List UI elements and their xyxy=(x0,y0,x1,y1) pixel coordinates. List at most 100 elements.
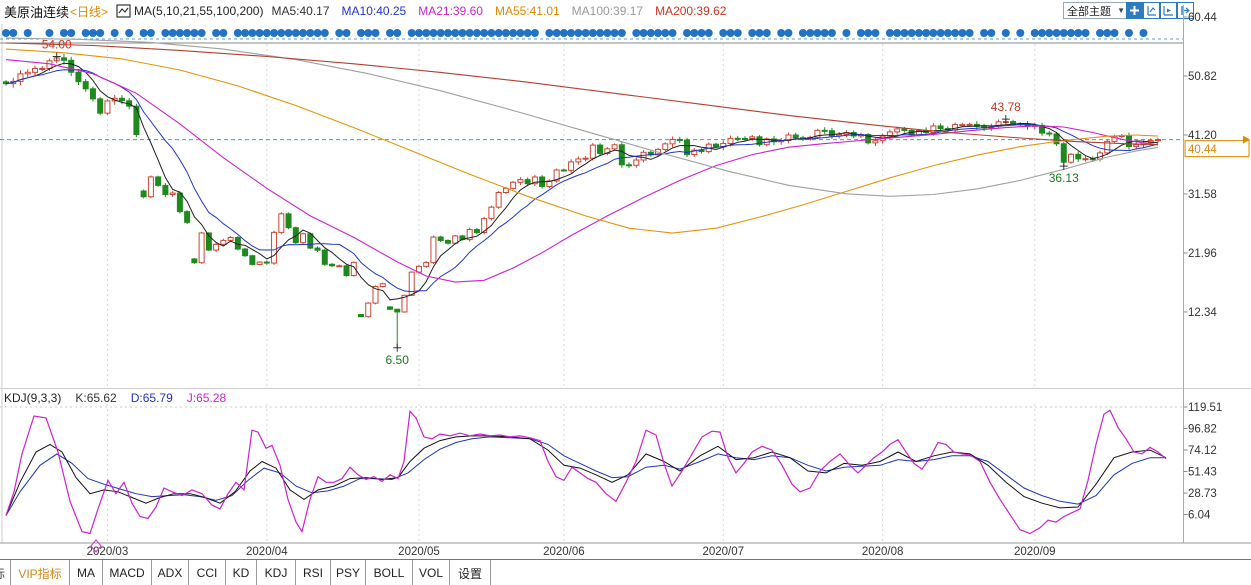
event-dot[interactable] xyxy=(494,29,503,37)
price-chart-canvas[interactable]: 54.00 6.50 43.78 36.13 60.44 50.82 41.20 31.58 2… xyxy=(0,0,1251,559)
event-dot[interactable] xyxy=(798,29,807,37)
event-dot[interactable] xyxy=(1045,29,1054,37)
event-dot[interactable] xyxy=(175,29,184,37)
event-dot[interactable] xyxy=(907,29,916,37)
event-dot[interactable] xyxy=(900,29,909,37)
event-dot[interactable] xyxy=(893,29,902,37)
event-dot[interactable] xyxy=(936,29,945,37)
event-dot[interactable] xyxy=(603,29,612,37)
tab-MACD[interactable]: MACD xyxy=(103,560,152,585)
tab-标[interactable]: 标 xyxy=(0,560,11,585)
event-dot[interactable] xyxy=(509,29,518,37)
event-dot[interactable] xyxy=(1052,29,1061,37)
event-dot[interactable] xyxy=(733,29,742,37)
event-dot[interactable] xyxy=(262,29,271,37)
tab-KDJ[interactable]: KDJ xyxy=(257,560,296,585)
tab-设置[interactable]: 设置 xyxy=(450,560,491,585)
tab-PSY[interactable]: PSY xyxy=(331,560,366,585)
event-dot[interactable] xyxy=(610,29,619,37)
event-dot[interactable] xyxy=(465,29,474,37)
tab-ADX[interactable]: ADX xyxy=(152,560,189,585)
event-dot[interactable] xyxy=(719,29,728,37)
event-dot[interactable] xyxy=(472,29,481,37)
event-dot[interactable] xyxy=(291,29,300,37)
event-dot[interactable] xyxy=(726,29,735,37)
event-dot[interactable] xyxy=(922,29,931,37)
event-dot[interactable] xyxy=(885,29,894,37)
event-dot[interactable] xyxy=(161,29,170,37)
event-dot[interactable] xyxy=(59,29,68,37)
event-dot[interactable] xyxy=(523,29,532,37)
event-dot[interactable] xyxy=(1095,29,1104,37)
event-dot[interactable] xyxy=(414,29,423,37)
event-dot[interactable] xyxy=(617,29,626,37)
event-dot[interactable] xyxy=(2,29,10,37)
event-dot[interactable] xyxy=(23,29,32,37)
event-dot[interactable] xyxy=(248,29,257,37)
event-dot[interactable] xyxy=(690,29,699,37)
event-dot[interactable] xyxy=(385,29,394,37)
event-dot[interactable] xyxy=(755,29,764,37)
event-dot[interactable] xyxy=(813,29,822,37)
event-dot[interactable] xyxy=(559,29,568,37)
event-dot[interactable] xyxy=(827,29,836,37)
event-dot[interactable] xyxy=(516,29,525,37)
event-dot[interactable] xyxy=(110,29,119,37)
event-dot[interactable] xyxy=(1067,29,1076,37)
event-dot[interactable] xyxy=(422,29,431,37)
event-dot[interactable] xyxy=(914,29,923,37)
event-dot[interactable] xyxy=(501,29,510,37)
event-dot[interactable] xyxy=(987,29,996,37)
event-dot[interactable] xyxy=(487,29,496,37)
event-dot[interactable] xyxy=(436,29,445,37)
event-dot[interactable] xyxy=(9,29,18,37)
event-dot[interactable] xyxy=(146,29,155,37)
event-dot[interactable] xyxy=(139,29,148,37)
event-dot[interactable] xyxy=(856,29,865,37)
event-dot[interactable] xyxy=(407,29,416,37)
event-dot[interactable] xyxy=(552,29,561,37)
tab-MA[interactable]: MA xyxy=(70,560,103,585)
event-dot[interactable] xyxy=(965,29,974,37)
crosshair-icon[interactable] xyxy=(1126,2,1143,19)
event-dot[interactable] xyxy=(871,29,880,37)
event-dot[interactable] xyxy=(190,29,199,37)
event-dot[interactable] xyxy=(530,29,539,37)
event-dot[interactable] xyxy=(864,29,873,37)
event-dot[interactable] xyxy=(820,29,829,37)
event-dot[interactable] xyxy=(451,29,460,37)
event-dot[interactable] xyxy=(1016,29,1025,37)
event-dot[interactable] xyxy=(980,29,989,37)
event-dot[interactable] xyxy=(683,29,692,37)
x-scale-icon[interactable] xyxy=(1160,2,1177,19)
event-dot[interactable] xyxy=(320,29,329,37)
event-dot[interactable] xyxy=(1139,29,1148,37)
event-dot[interactable] xyxy=(197,29,206,37)
event-dot[interactable] xyxy=(67,29,76,37)
tab-BOLL[interactable]: BOLL xyxy=(366,560,413,585)
y-scale-icon[interactable] xyxy=(1143,2,1160,19)
event-dot[interactable] xyxy=(480,29,489,37)
event-dot[interactable] xyxy=(183,29,192,37)
event-dot[interactable] xyxy=(364,29,373,37)
event-dot[interactable] xyxy=(429,29,438,37)
event-dot[interactable] xyxy=(1110,29,1119,37)
event-dot[interactable] xyxy=(1038,29,1047,37)
event-dot[interactable] xyxy=(168,29,177,37)
event-dot[interactable] xyxy=(233,29,242,37)
tab-VOL[interactable]: VOL xyxy=(413,560,450,585)
event-dot[interactable] xyxy=(545,29,554,37)
pan-right-icon[interactable] xyxy=(1177,2,1194,19)
event-dot[interactable] xyxy=(277,29,286,37)
event-dots-row[interactable] xyxy=(2,29,1148,37)
event-dot[interactable] xyxy=(219,29,228,37)
event-dot[interactable] xyxy=(632,29,641,37)
event-dot[interactable] xyxy=(588,29,597,37)
event-dot[interactable] xyxy=(458,29,467,37)
event-dot[interactable] xyxy=(567,29,576,37)
event-dot[interactable] xyxy=(581,29,590,37)
event-dot[interactable] xyxy=(777,29,786,37)
event-dot[interactable] xyxy=(255,29,264,37)
event-dot[interactable] xyxy=(125,29,134,37)
event-dot[interactable] xyxy=(668,29,677,37)
